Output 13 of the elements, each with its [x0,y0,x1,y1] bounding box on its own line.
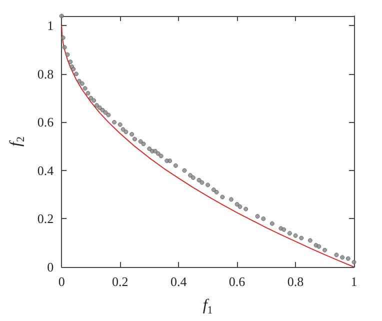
y-tick-label: 0.6 [37,114,54,130]
x-tick-label: 1 [350,274,358,289]
x-tick-label: 0.6 [228,274,246,289]
x-tick-label: 0 [58,274,65,289]
y-axis-title: f2 [8,136,27,146]
x-tick-label: 0.4 [170,274,188,289]
y-tick-label: 0.2 [37,211,54,226]
y-tick-label: 1 [47,18,54,34]
y-tick-label: 0.4 [37,162,54,178]
y-tick-label: 0.8 [37,66,54,82]
x-tick-label: 0.2 [112,274,128,289]
y-tick-label: 0 [47,260,54,274]
x-tick-label: 0.8 [287,274,304,289]
